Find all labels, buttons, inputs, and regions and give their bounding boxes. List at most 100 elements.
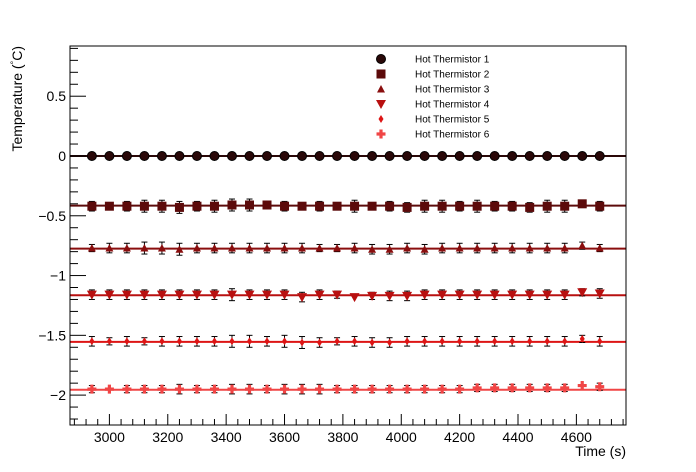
data-point: [209, 201, 219, 211]
legend-item: Hot Thermistor 5: [378, 115, 490, 126]
legend-item: Hot Thermistor 2: [376, 69, 490, 81]
data-point: [244, 150, 255, 161]
data-point: [299, 338, 305, 347]
data-point: [245, 244, 254, 252]
data-point: [104, 384, 114, 394]
data-point: [420, 201, 430, 211]
data-point: [227, 200, 237, 210]
data-point: [122, 244, 131, 252]
data-point: [422, 337, 428, 346]
y-tick-label: 0: [58, 148, 66, 164]
data-point: [597, 337, 603, 346]
x-tick-label: 3800: [327, 429, 358, 445]
data-point: [367, 201, 377, 211]
x-axis-title: Time (s): [575, 443, 626, 459]
plot-frame: [69, 45, 627, 426]
y-axis: 0.5 0 −0.5 −1 −1.5 −2: [38, 47, 86, 420]
x-tick-label: 3000: [94, 429, 125, 445]
data-point: [369, 338, 375, 347]
data-point: [472, 201, 482, 211]
data-point: [439, 337, 445, 346]
data-point: [280, 201, 290, 211]
data-point: [333, 244, 342, 252]
data-point: [297, 201, 307, 211]
data-point: [490, 383, 500, 393]
data-point: [457, 337, 463, 346]
data-point: [140, 244, 149, 252]
data-point: [577, 381, 587, 391]
data-point: [104, 150, 115, 161]
y-axis-title-prefix: Temperature (: [9, 64, 25, 151]
data-point: [121, 290, 132, 300]
data-point: [174, 150, 185, 161]
data-point: [156, 150, 167, 161]
data-point: [314, 290, 325, 300]
data-point: [209, 384, 219, 394]
data-point: [509, 337, 515, 346]
data-point: [244, 290, 255, 300]
data-point: [490, 244, 499, 252]
data-point: [489, 290, 500, 300]
data-point: [332, 384, 342, 394]
data-point: [595, 201, 605, 211]
data-point: [402, 384, 412, 394]
data-point: [191, 290, 202, 300]
data-point: [385, 384, 395, 394]
legend-label: Hot Thermistor 6: [415, 130, 490, 141]
data-point: [384, 291, 395, 301]
data-point: [507, 290, 518, 300]
data-point: [315, 384, 325, 394]
data-point: [334, 337, 340, 346]
data-point: [297, 150, 308, 161]
data-point: [594, 289, 605, 299]
legend-item: Hot Thermistor 3: [377, 85, 490, 96]
data-point: [227, 384, 237, 394]
data-point: [297, 293, 308, 303]
data-point: [367, 384, 377, 394]
data-point: [472, 150, 483, 161]
data-point: [419, 290, 430, 300]
legend: Hot Thermistor 1 Hot Thermistor 2 Hot Ther…: [376, 54, 490, 141]
data-point: [544, 337, 550, 346]
data-point: [262, 384, 272, 394]
data-point: [349, 293, 360, 303]
data-point: [192, 244, 201, 252]
data-point: [525, 244, 534, 252]
y-tick-label: −2: [50, 387, 66, 403]
data-point: [157, 201, 167, 211]
legend-marker: [378, 115, 384, 123]
data-point: [244, 384, 254, 394]
data-point: [437, 290, 448, 300]
data-point: [209, 290, 220, 300]
data-point: [595, 244, 604, 252]
data-point: [264, 337, 270, 346]
data-point: [226, 290, 237, 300]
legend-item: Hot Thermistor 4: [376, 100, 490, 111]
data-point: [209, 150, 220, 161]
data-point: [139, 150, 150, 161]
data-point: [560, 383, 570, 393]
data-point: [562, 337, 568, 346]
data-point: [279, 150, 290, 161]
data-point: [437, 201, 447, 211]
data-point: [282, 337, 288, 346]
data-point: [579, 334, 585, 343]
data-point: [262, 150, 273, 161]
data-point: [332, 201, 342, 211]
data-point: [420, 245, 429, 253]
legend-marker: [376, 69, 386, 79]
data-point: [298, 244, 307, 252]
data-point: [437, 384, 447, 394]
legend-label: Hot Thermistor 2: [415, 70, 490, 81]
data-point: [578, 241, 587, 250]
markers: [86, 150, 605, 394]
data-point: [490, 201, 500, 211]
data-point: [489, 150, 500, 161]
x-tick-label: 3600: [269, 429, 300, 445]
legend-item: Hot Thermistor 1: [376, 54, 490, 66]
legend-label: Hot Thermistor 4: [415, 100, 490, 111]
data-point: [437, 150, 448, 161]
data-point: [104, 201, 114, 211]
data-point: [472, 290, 483, 300]
data-point: [352, 337, 358, 346]
